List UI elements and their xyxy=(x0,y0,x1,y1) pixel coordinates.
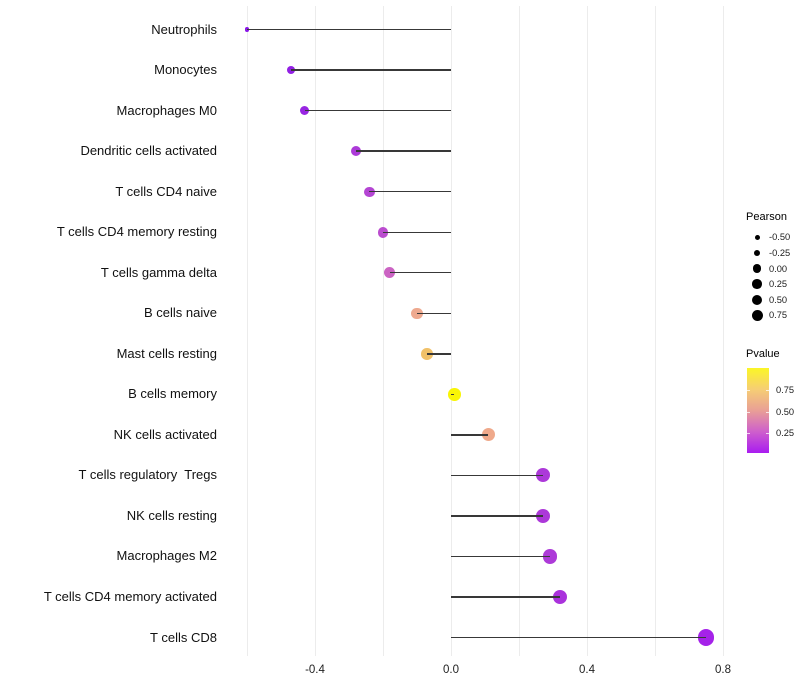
pearson-legend-dot xyxy=(753,249,761,257)
stem-segment xyxy=(247,28,451,31)
data-point xyxy=(411,307,423,319)
stem-segment xyxy=(451,555,550,558)
gridline xyxy=(655,6,656,656)
colorbar-tick-mark xyxy=(747,390,750,391)
pvalue-colorbar-tick-label: 0.25 xyxy=(776,428,795,438)
gridline xyxy=(723,6,724,656)
stem-segment xyxy=(355,150,451,152)
stem-segment xyxy=(451,596,560,598)
pearson-legend-dot xyxy=(751,309,763,321)
stem-segment xyxy=(427,353,451,355)
colorbar-tick-mark xyxy=(766,411,769,413)
pearson-size-legend-title: Pearson xyxy=(746,211,787,223)
pvalue-color-legend-title: Pvalue xyxy=(746,348,780,360)
category-label: Neutrophils xyxy=(151,21,217,37)
category-label: B cells memory xyxy=(128,386,217,402)
pearson-legend-label: 0.50 xyxy=(769,294,788,305)
data-point xyxy=(535,468,550,483)
data-point xyxy=(542,549,557,564)
category-label: Monocytes xyxy=(154,62,217,78)
pearson-legend-label: -0.50 xyxy=(769,232,791,243)
colorbar-tick-mark xyxy=(766,390,769,391)
data-point xyxy=(535,508,550,523)
pvalue-colorbar-tick-label: 0.50 xyxy=(776,406,795,417)
category-label: T cells CD4 memory activated xyxy=(43,589,217,605)
pvalue-colorbar xyxy=(747,368,769,453)
pearson-legend-label: 0.75 xyxy=(769,310,788,321)
pearson-legend-label: 0.00 xyxy=(769,263,788,274)
stem-segment xyxy=(291,69,451,71)
category-label: Dendritic cells activated xyxy=(80,143,217,159)
gridline xyxy=(451,6,452,656)
data-point xyxy=(377,226,389,238)
category-label: Macrophages M0 xyxy=(116,102,217,118)
stem-segment xyxy=(451,515,543,517)
category-label: T cells CD8 xyxy=(150,629,217,645)
category-label: NK cells resting xyxy=(126,507,217,523)
x-tick-label: -0.4 xyxy=(305,664,325,676)
category-label: Macrophages M2 xyxy=(116,548,217,564)
category-label: Mast cells resting xyxy=(116,345,217,361)
pearson-legend-label: -0.25 xyxy=(769,247,791,258)
pvalue-colorbar-tick-label: 0.75 xyxy=(776,385,795,395)
colorbar-tick-mark xyxy=(747,411,750,413)
data-point xyxy=(364,186,375,197)
category-label: NK cells activated xyxy=(113,426,217,442)
pearson-legend-dot xyxy=(751,294,763,305)
category-label: T cells regulatory Tregs xyxy=(78,467,217,483)
x-tick-label: 0.8 xyxy=(715,664,731,676)
category-label: T cells CD4 naive xyxy=(115,183,217,199)
stem-segment xyxy=(389,272,451,274)
stem-segment xyxy=(304,109,451,112)
x-tick-label: 0.4 xyxy=(579,664,595,676)
stem-segment xyxy=(451,434,489,436)
pearson-legend-dot xyxy=(752,279,762,289)
colorbar-tick-mark xyxy=(766,433,769,434)
gridline xyxy=(247,6,248,656)
stem-segment xyxy=(417,312,451,314)
stem-segment xyxy=(451,393,455,396)
pearson-legend-dot xyxy=(752,264,762,273)
data-point xyxy=(244,27,250,32)
category-label: B cells naive xyxy=(144,305,217,321)
stem-segment xyxy=(383,231,451,233)
pearson-legend-dot xyxy=(754,234,760,240)
stem-segment xyxy=(451,474,543,477)
gridline xyxy=(383,6,384,656)
category-label: T cells gamma delta xyxy=(100,264,217,280)
gridline xyxy=(315,6,316,656)
gridline xyxy=(519,6,520,656)
data-point xyxy=(552,589,568,605)
stem-segment xyxy=(369,191,451,193)
category-label: T cells CD4 memory resting xyxy=(56,224,217,240)
data-point xyxy=(481,428,495,442)
pearson-legend-label: 0.25 xyxy=(769,279,788,290)
gridline xyxy=(587,6,588,656)
stem-segment xyxy=(451,636,706,639)
plot-panel xyxy=(238,6,744,656)
colorbar-tick-mark xyxy=(747,433,750,434)
x-tick-label: 0.0 xyxy=(443,664,459,676)
